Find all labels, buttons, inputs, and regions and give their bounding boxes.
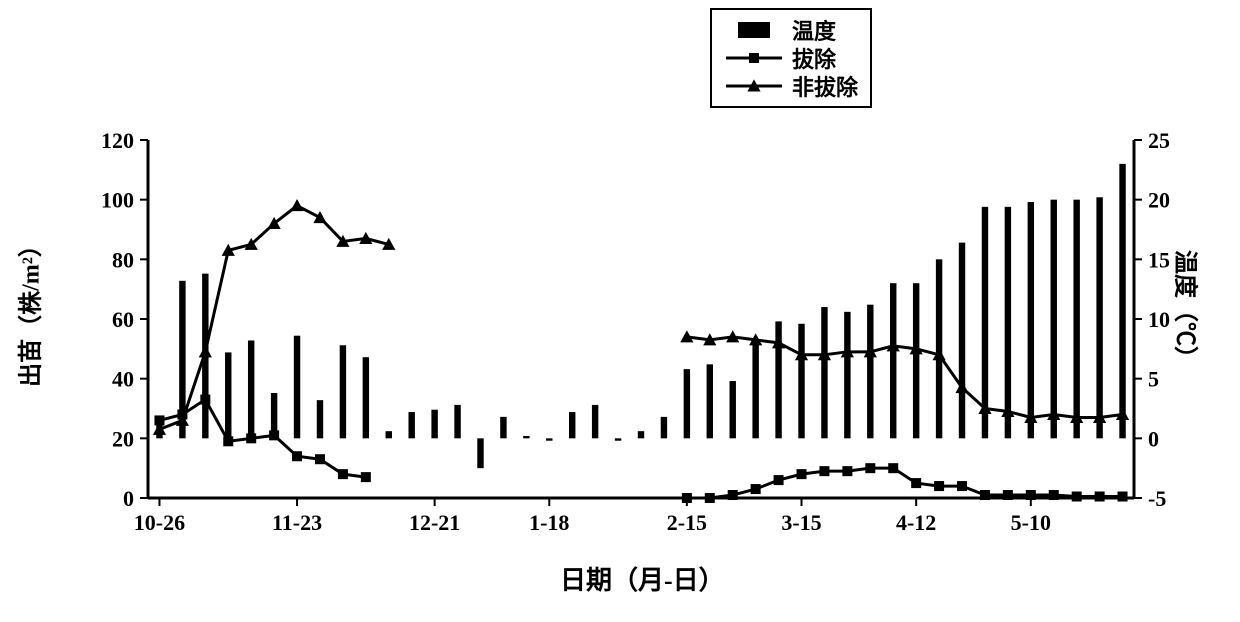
svg-text:12-21: 12-21: [409, 510, 460, 535]
x-axis-label: 日期（月-日）: [560, 560, 725, 597]
svg-text:-5: -5: [1148, 486, 1166, 511]
legend-item-removed: 拔除: [724, 44, 858, 72]
y-left-axis-label: 出苗（株/m²）: [11, 233, 46, 387]
svg-text:25: 25: [1148, 128, 1170, 153]
legend-label: 非拔除: [792, 70, 858, 102]
svg-text:4-12: 4-12: [896, 510, 936, 535]
svg-text:100: 100: [101, 188, 134, 213]
svg-text:11-23: 11-23: [272, 510, 322, 535]
chart-svg: 0 20 40 60 80 100 120 -5 0 5 10 15 20 25 10-26 11-23 12-…: [0, 0, 1240, 617]
svg-text:20: 20: [1148, 188, 1170, 213]
svg-text:3-15: 3-15: [781, 510, 821, 535]
chart: 0 20 40 60 80 100 120 -5 0 5 10 15 20 25 10-26 11-23 12-…: [0, 0, 1240, 617]
svg-text:10: 10: [1148, 307, 1170, 332]
svg-text:60: 60: [112, 307, 134, 332]
svg-text:2-15: 2-15: [667, 510, 707, 535]
svg-text:80: 80: [112, 247, 134, 272]
svg-text:120: 120: [101, 128, 134, 153]
legend: 温度拔除非拔除: [710, 8, 872, 108]
svg-text:5: 5: [1148, 367, 1159, 392]
svg-text:5-10: 5-10: [1011, 510, 1051, 535]
legend-item-temperature: 温度: [724, 16, 858, 44]
y-right-axis-label: 温度（℃）: [1171, 250, 1206, 370]
legend-item-not_removed: 非拔除: [724, 72, 858, 100]
svg-text:0: 0: [123, 486, 134, 511]
svg-text:15: 15: [1148, 247, 1170, 272]
svg-text:0: 0: [1148, 426, 1159, 451]
svg-text:1-18: 1-18: [529, 510, 569, 535]
svg-text:10-26: 10-26: [134, 510, 185, 535]
svg-text:40: 40: [112, 367, 134, 392]
svg-text:20: 20: [112, 426, 134, 451]
